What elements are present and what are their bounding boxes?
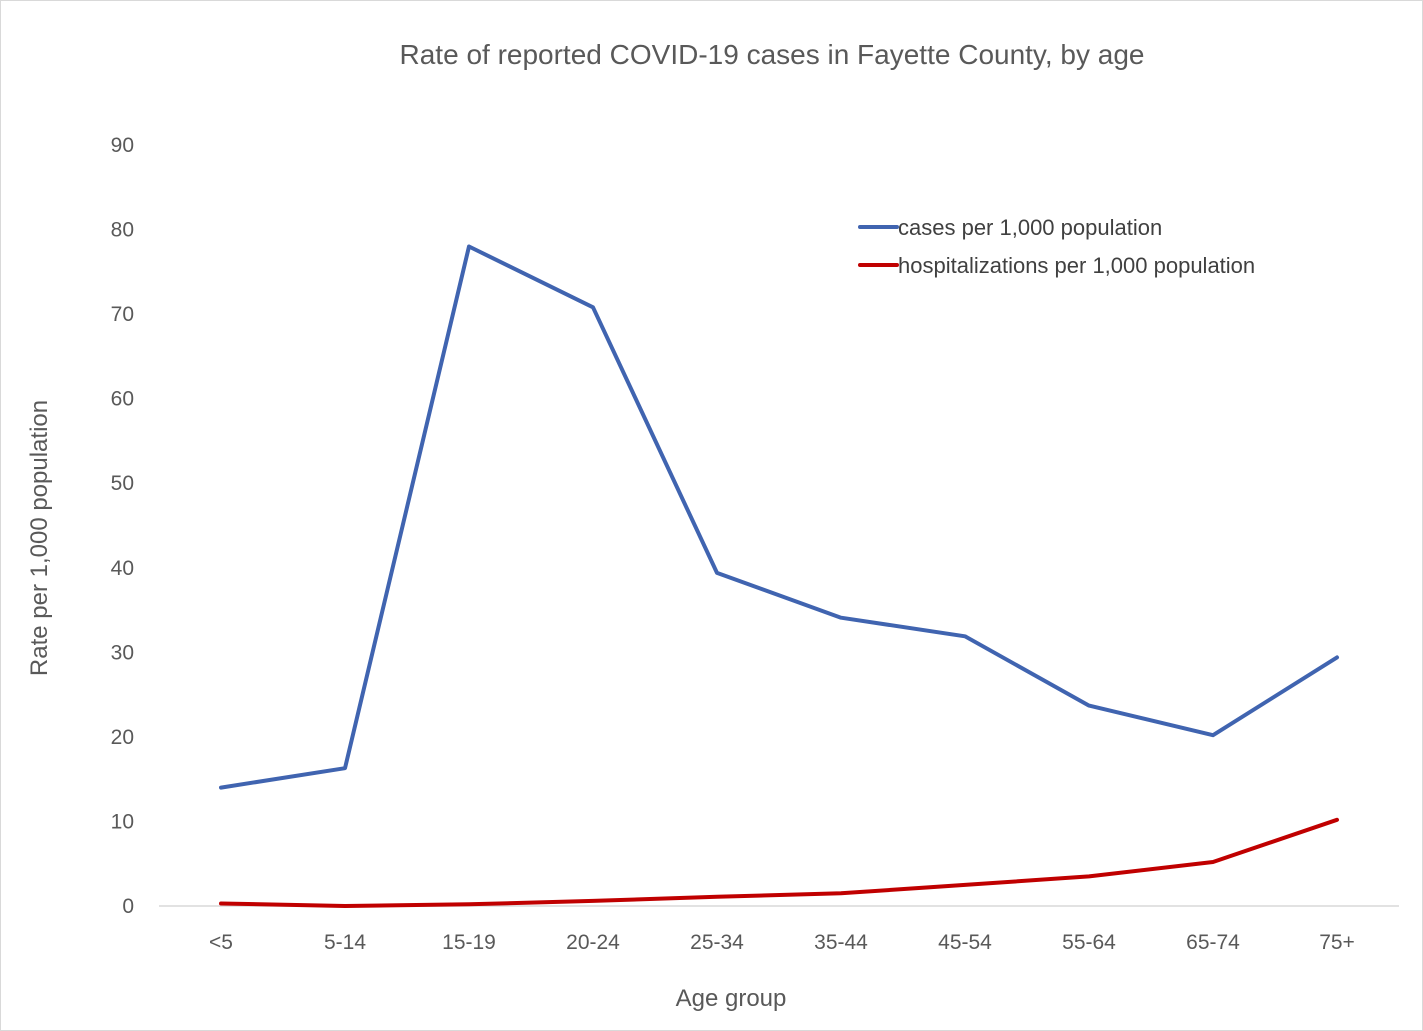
chart-title: Rate of reported COVID-19 cases in Fayet… [400,39,1145,70]
y-tick-label: 30 [111,641,134,664]
x-tick-label: 45-54 [938,931,992,954]
y-tick-label: 40 [111,557,134,580]
x-tick-label: 25-34 [690,931,744,954]
x-tick-label: <5 [209,931,233,954]
x-tick-label: 75+ [1319,931,1355,954]
x-tick-label: 5-14 [324,931,366,954]
legend: cases per 1,000 population hospitalizatio… [858,215,1255,278]
x-axis: <5 5-14 15-19 20-24 25-34 35-44 45-54 55-64 65-7… [209,931,1355,954]
y-tick-label: 90 [111,134,134,157]
y-tick-label: 50 [111,472,134,495]
x-tick-label: 35-44 [814,931,868,954]
y-tick-label: 60 [111,388,134,411]
y-tick-label: 20 [111,726,134,749]
series-line-hospitalizations [219,817,1339,908]
legend-label: cases per 1,000 population [898,215,1162,240]
legend-label: hospitalizations per 1,000 population [898,253,1255,278]
y-tick-label: 80 [111,219,134,242]
y-tick-label: 10 [111,810,134,833]
x-tick-label: 15-19 [442,931,496,954]
y-axis: 0 10 20 30 40 50 60 70 80 90 [111,134,134,918]
y-tick-label: 70 [111,303,134,326]
x-tick-label: 20-24 [566,931,620,954]
y-axis-title: Rate per 1,000 population [26,400,53,676]
x-tick-label: 55-64 [1062,931,1116,954]
series-layer [219,244,1339,908]
series-line-cases [219,244,1339,790]
y-tick-label: 0 [122,895,134,918]
x-axis-title: Age group [676,985,787,1012]
x-tick-label: 65-74 [1186,931,1240,954]
